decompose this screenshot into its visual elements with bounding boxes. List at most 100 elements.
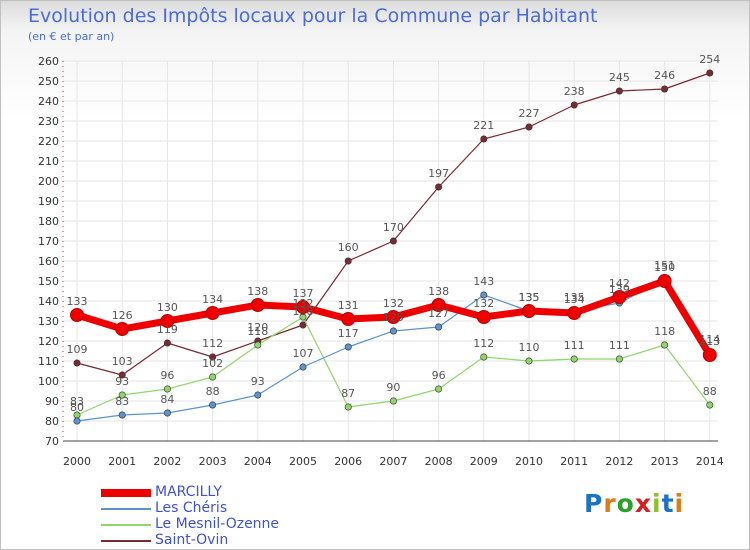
logo-letter: P	[584, 489, 604, 518]
data-label: 197	[428, 167, 449, 180]
data-label: 93	[115, 375, 129, 388]
x-tick-label: 2000	[63, 455, 91, 468]
logo-letter: i	[652, 489, 662, 518]
data-label: 84	[160, 393, 174, 406]
x-tick-label: 2002	[153, 455, 181, 468]
legend-label-saint-ovin: Saint-Ovin	[155, 532, 229, 548]
data-label: 111	[564, 339, 585, 352]
data-label: 245	[609, 71, 630, 84]
data-label: 109	[67, 343, 88, 356]
data-label: 135	[519, 291, 540, 304]
y-tick-label: 100	[38, 375, 59, 388]
data-label: 130	[157, 301, 178, 314]
data-label: 103	[112, 355, 133, 368]
x-tick-label: 2014	[696, 455, 724, 468]
data-label: 128	[293, 305, 314, 318]
data-label: 102	[202, 357, 223, 370]
x-tick-label: 2007	[379, 455, 407, 468]
proxiti-logo: Proxiti	[584, 489, 684, 518]
data-label: 227	[519, 107, 540, 120]
data-point	[118, 391, 126, 399]
data-point	[435, 183, 443, 191]
y-tick-label: 190	[38, 195, 59, 208]
data-label: 83	[70, 395, 84, 408]
data-point	[250, 298, 265, 312]
data-label: 118	[247, 325, 268, 338]
y-tick-label: 120	[38, 335, 59, 348]
data-point	[254, 341, 262, 349]
data-label: 125	[383, 311, 404, 324]
data-label: 133	[67, 295, 88, 308]
y-tick-label: 80	[45, 415, 59, 428]
x-tick-label: 2003	[199, 455, 227, 468]
y-tick-label: 250	[38, 75, 59, 88]
y-tick-label: 260	[38, 55, 59, 68]
legend-swatch-le-mesnil-ozenne	[101, 524, 151, 526]
data-label: 132	[293, 297, 314, 310]
data-label: 135	[564, 291, 585, 304]
logo-letter: t	[661, 489, 675, 518]
data-label: 238	[564, 85, 585, 98]
data-point	[344, 403, 352, 411]
data-point	[480, 353, 488, 361]
y-tick-label: 170	[38, 235, 59, 248]
data-point	[73, 359, 81, 367]
data-label: 170	[383, 221, 404, 234]
data-label: 138	[247, 285, 268, 298]
y-tick-label: 110	[38, 355, 59, 368]
data-point	[706, 401, 714, 409]
data-point	[299, 363, 307, 371]
data-point	[296, 300, 310, 314]
data-point	[205, 306, 220, 320]
data-point	[163, 409, 171, 417]
data-point	[160, 314, 175, 328]
x-tick-label: 2005	[289, 455, 317, 468]
data-point	[344, 343, 352, 351]
data-label: 111	[609, 339, 630, 352]
data-point	[209, 353, 217, 361]
data-label: 120	[247, 321, 268, 334]
x-tick-label: 2013	[651, 455, 679, 468]
data-point	[163, 385, 171, 393]
data-point	[702, 348, 717, 362]
data-label: 246	[654, 69, 675, 82]
data-label: 96	[160, 369, 174, 382]
data-label: 142	[609, 277, 630, 290]
y-tick-label: 180	[38, 215, 59, 228]
data-label: 160	[338, 241, 359, 254]
legend-swatch-marcilly	[101, 489, 151, 497]
data-point	[389, 327, 397, 335]
data-point	[389, 237, 397, 245]
data-label: 119	[157, 323, 178, 336]
x-tick-label: 2004	[244, 455, 272, 468]
data-point	[570, 355, 578, 363]
data-label: 132	[383, 297, 404, 310]
y-tick-label: 160	[38, 255, 59, 268]
data-point	[661, 341, 669, 349]
x-tick-label: 2001	[108, 455, 136, 468]
data-label: 139	[609, 283, 630, 296]
data-point	[567, 306, 582, 320]
data-label: 221	[473, 119, 494, 132]
y-tick-label: 150	[38, 275, 59, 288]
data-label: 254	[699, 53, 720, 66]
data-label: 87	[341, 387, 355, 400]
data-label: 112	[473, 337, 494, 350]
data-point	[386, 310, 401, 324]
data-point	[115, 322, 130, 336]
data-label: 93	[251, 375, 265, 388]
data-point	[70, 308, 84, 322]
data-point	[661, 85, 669, 93]
data-label: 90	[386, 381, 400, 394]
data-point	[480, 291, 488, 299]
y-tick-label: 70	[45, 435, 59, 448]
data-label: 143	[473, 275, 494, 288]
data-point	[480, 135, 488, 143]
data-point	[254, 391, 262, 399]
data-label: 110	[519, 341, 540, 354]
data-label: 137	[293, 287, 314, 300]
data-label: 117	[338, 327, 359, 340]
logo-letter: x	[634, 489, 652, 518]
data-label: 113	[699, 335, 720, 348]
